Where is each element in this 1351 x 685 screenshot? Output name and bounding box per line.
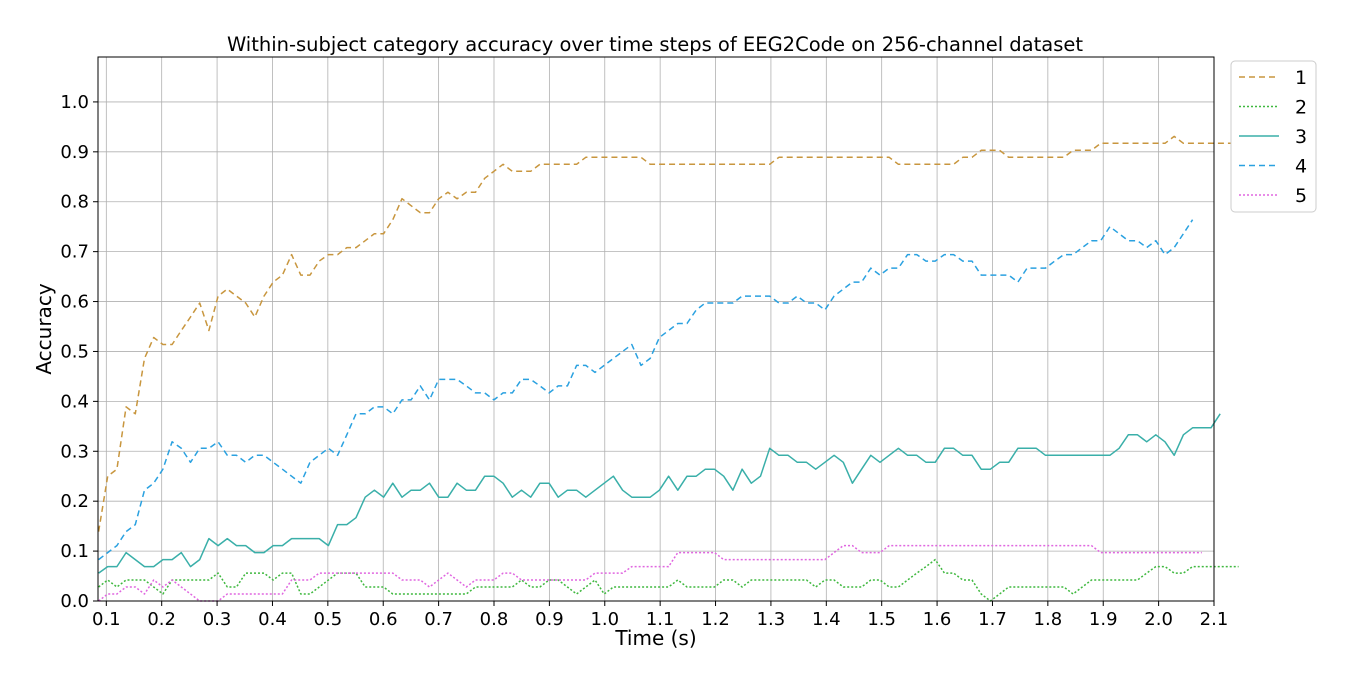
plot-frame	[97, 56, 1215, 602]
x-tick-label: 2.0	[1144, 609, 1173, 630]
x-tick-label: 0.1	[92, 609, 121, 630]
y-tick-label: 0.2	[60, 491, 89, 512]
y-tick-label: 0.4	[60, 391, 89, 412]
x-axis-label: Time (s)	[614, 626, 696, 650]
y-tick-label: 0.8	[60, 192, 89, 213]
x-tick-label: 1.6	[923, 609, 952, 630]
x-tick-label: 0.3	[203, 609, 232, 630]
x-tick-label: 0.5	[314, 609, 343, 630]
x-tick-label: 1.1	[646, 609, 675, 630]
y-axis-ticks: 0.0 0.1 0.2 0.3 0.4 0.5 0.6 0.7 0.8 0.9 1.0	[60, 92, 98, 612]
x-tick-label: 1.5	[867, 609, 896, 630]
x-tick-label: 1.4	[812, 609, 841, 630]
series-lines	[97, 135, 1295, 602]
x-tick-label: 0.6	[369, 609, 398, 630]
y-tick-label: 0.7	[60, 242, 89, 263]
series-line-1	[97, 135, 1295, 532]
y-tick-label: 0.6	[60, 292, 89, 313]
x-tick-label: 0.4	[258, 609, 287, 630]
x-tick-label: 0.8	[480, 609, 509, 630]
y-axis-label: Accuracy	[32, 283, 56, 374]
x-tick-label: 1.8	[1034, 609, 1063, 630]
chart-title: Within-subject category accuracy over ti…	[227, 33, 1083, 56]
legend-label-1: 1	[1295, 67, 1307, 89]
y-tick-label: 0.1	[60, 541, 89, 562]
x-axis-ticks: 0.1 0.2 0.3 0.4 0.5 0.6 0.7 0.8 0.9 1.0 1.1 1.2 1.3 1…	[92, 601, 1228, 630]
x-tick-label: 0.2	[147, 609, 176, 630]
x-tick-label: 1.3	[757, 609, 786, 630]
x-tick-label: 0.9	[535, 609, 564, 630]
legend-label-5: 5	[1295, 185, 1307, 207]
series-line-5	[98, 544, 1202, 602]
y-tick-label: 0.3	[60, 441, 89, 462]
x-tick-label: 2.1	[1200, 609, 1229, 630]
x-tick-label: 1.0	[590, 609, 619, 630]
series-line-2	[98, 558, 1239, 602]
x-tick-label: 1.9	[1089, 609, 1118, 630]
x-tick-label: 1.2	[701, 609, 730, 630]
legend: 1 2 3 4 5	[1230, 60, 1317, 213]
grid	[98, 57, 1215, 602]
legend-label-2: 2	[1295, 97, 1307, 119]
y-tick-label: 0.9	[60, 142, 89, 163]
y-tick-label: 0.5	[60, 341, 89, 362]
x-tick-label: 0.7	[424, 609, 453, 630]
y-tick-label: 1.0	[60, 92, 89, 113]
y-tick-label: 0.0	[60, 591, 89, 612]
legend-label-3: 3	[1295, 126, 1307, 148]
series-line-3	[98, 413, 1221, 574]
x-tick-label: 1.7	[978, 609, 1007, 630]
legend-label-4: 4	[1295, 156, 1307, 178]
series-line-4	[98, 219, 1194, 561]
